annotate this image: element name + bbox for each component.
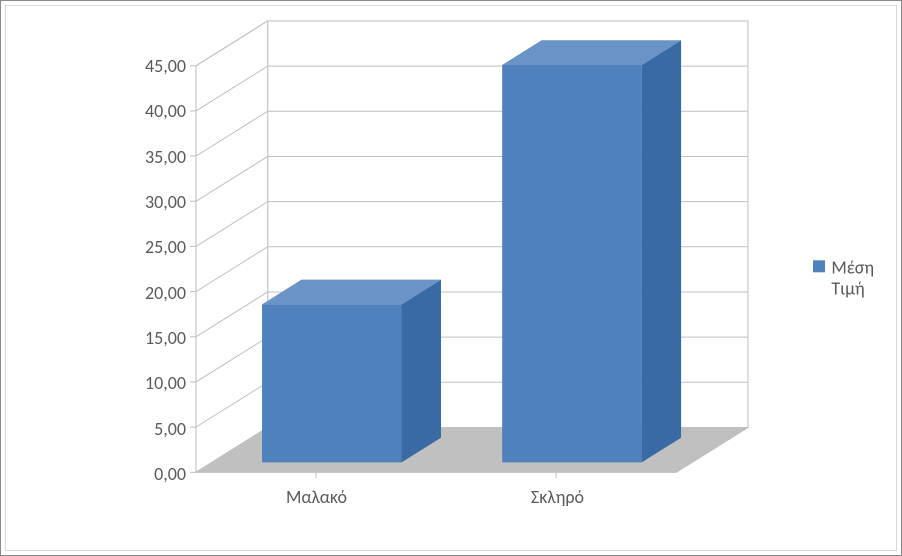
y-tick-label: 10,00 bbox=[126, 372, 186, 394]
bar-front bbox=[262, 304, 401, 462]
y-tick-label: 25,00 bbox=[126, 236, 186, 258]
chart-plot-area: 0,00 5,00 10,00 15,00 20,00 25,00 30,00 35,00 40… bbox=[5, 5, 897, 551]
y-tick-label: 35,00 bbox=[126, 146, 186, 168]
y-tick-label: 40,00 bbox=[126, 100, 186, 122]
x-tick-label: Μαλακό bbox=[286, 486, 347, 508]
y-tick-label: 45,00 bbox=[126, 55, 186, 77]
y-tick-label: 30,00 bbox=[126, 191, 186, 213]
legend-swatch bbox=[813, 260, 825, 272]
y-tick-label: 15,00 bbox=[126, 327, 186, 349]
y-tick-label: 0,00 bbox=[126, 463, 186, 485]
y-tick-label: 5,00 bbox=[126, 418, 186, 440]
x-tick-label: Σκληρό bbox=[531, 486, 584, 508]
bar-front bbox=[502, 65, 641, 462]
bar-side bbox=[642, 40, 681, 462]
y-tick-label: 20,00 bbox=[126, 282, 186, 304]
legend: Μέση Τιμή bbox=[813, 257, 874, 298]
bar-side bbox=[402, 280, 441, 463]
chart-container: 0,00 5,00 10,00 15,00 20,00 25,00 30,00 35,00 40… bbox=[0, 0, 902, 556]
legend-label: Μέση Τιμή bbox=[831, 257, 874, 298]
